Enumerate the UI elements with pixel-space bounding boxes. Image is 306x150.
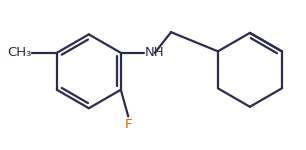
Text: CH₃: CH₃ [7,46,31,59]
Text: F: F [125,118,132,131]
Text: NH: NH [145,46,164,59]
